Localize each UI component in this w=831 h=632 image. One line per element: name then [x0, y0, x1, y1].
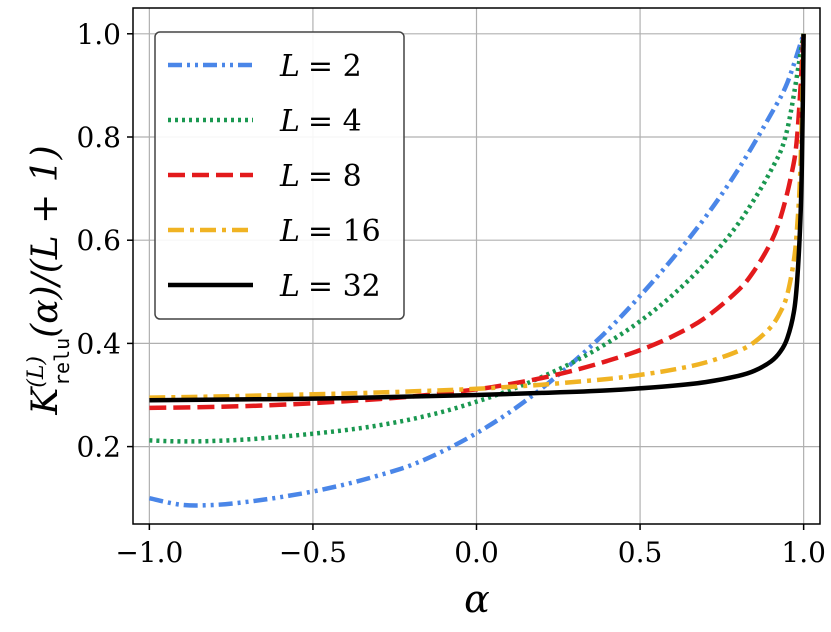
y-tick-label: 0.2 — [76, 431, 121, 464]
x-tick-label: 0.0 — [454, 536, 499, 569]
legend: L = 2 L = 4 L = 8 L = 16 L = 32 — [154, 31, 405, 320]
x-tick-label: 0.5 — [618, 536, 663, 569]
y-label-subscript: relu — [50, 338, 74, 386]
x-axis-label: α — [464, 577, 490, 621]
y-tick-label: 0.8 — [76, 121, 121, 154]
legend-box — [154, 31, 405, 320]
x-tick-label: −0.5 — [279, 536, 347, 569]
x-tick-label: −1.0 — [115, 536, 183, 569]
y-axis-label: K(L)relu(α)/(L + 1) — [24, 145, 74, 415]
series-lines — [148, 33, 806, 508]
y-axis-ticks: 0.2 0.4 0.6 0.8 1.0 — [76, 18, 133, 464]
series-line-L16 — [149, 33, 806, 400]
y-label-main: K — [25, 386, 66, 416]
y-label-rest: (α)/(L + 1) — [25, 145, 66, 337]
x-axis-ticks: −1.0 −0.5 0.0 0.5 1.0 — [115, 524, 826, 569]
y-tick-label: 0.4 — [76, 327, 121, 360]
series-line-L2 — [148, 33, 806, 508]
legend-label: L = 4 — [279, 104, 362, 139]
x-tick-label: 1.0 — [781, 536, 826, 569]
y-tick-label: 0.6 — [76, 224, 121, 257]
legend-label: L = 8 — [279, 159, 362, 194]
y-tick-label: 1.0 — [76, 18, 121, 51]
legend-label: L = 16 — [279, 214, 381, 249]
series-line-L32 — [149, 33, 806, 403]
legend-label: L = 32 — [279, 269, 381, 304]
series-line-L8 — [149, 33, 806, 411]
legend-label: L = 2 — [279, 49, 362, 84]
y-label-superscript: (L) — [24, 356, 49, 388]
